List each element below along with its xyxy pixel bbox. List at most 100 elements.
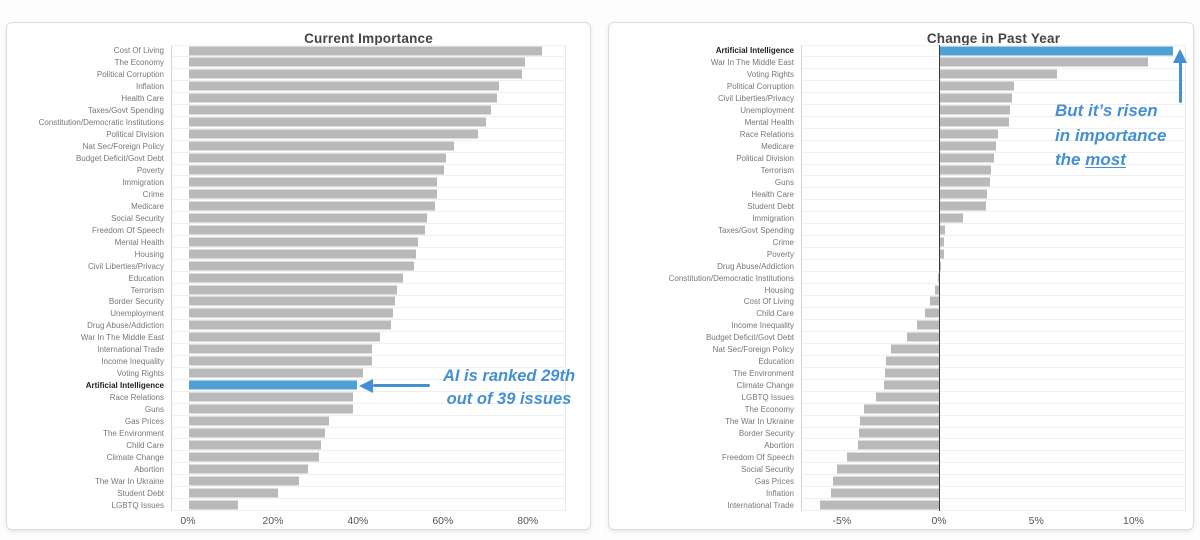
- category-label: Social Security: [741, 464, 794, 474]
- bar-row: Drug Abuse/Addiction: [7, 319, 566, 332]
- bar: [189, 81, 500, 91]
- bar-track: [801, 212, 1186, 225]
- bar: [189, 69, 523, 79]
- bar: [189, 237, 419, 247]
- bar-row: Child Care: [609, 307, 1186, 320]
- bar-row: Unemployment: [7, 307, 566, 320]
- bar-track: [801, 45, 1186, 57]
- bar-row: Political Division: [609, 152, 1186, 165]
- bar: [189, 416, 330, 426]
- bar: [189, 129, 478, 139]
- zero-axis-line: [939, 45, 941, 511]
- bar-track: [171, 248, 566, 261]
- bar-track: [801, 451, 1186, 464]
- bar-track: [171, 45, 566, 57]
- bar: [940, 237, 944, 247]
- bar-track: [171, 152, 566, 165]
- category-label: Health Care: [751, 189, 794, 199]
- category-label: Inflation: [135, 82, 164, 92]
- highlighted-bar: [940, 46, 1174, 56]
- bar: [858, 440, 941, 450]
- x-tick-label: 0%: [931, 515, 947, 527]
- category-label: Student Debt: [117, 488, 164, 498]
- bar-track: [801, 248, 1186, 261]
- bar-row: Climate Change: [7, 451, 566, 464]
- bar-track: [171, 487, 566, 500]
- bar: [940, 177, 990, 187]
- bar-track: [801, 487, 1186, 500]
- bar-row: Race Relations: [609, 128, 1186, 141]
- bar-row: Terrorism: [609, 164, 1186, 177]
- category-label: Housing: [764, 285, 794, 295]
- bar-track: [801, 367, 1186, 380]
- bar: [940, 129, 999, 139]
- bar-row: Cost Of Living: [609, 296, 1186, 308]
- category-label: Unemployment: [110, 309, 164, 319]
- bar-row: Gas Prices: [609, 475, 1186, 488]
- category-label: The Environment: [103, 428, 164, 438]
- annotation-line: AI is ranked 29th: [442, 367, 576, 385]
- bar-track: [801, 391, 1186, 404]
- category-label: Climate Change: [736, 381, 794, 391]
- category-label: International Trade: [727, 500, 794, 510]
- bar-track: [801, 403, 1186, 416]
- bar-row: Income Inequality: [609, 319, 1186, 332]
- chart-title: Change in Past Year: [926, 31, 1061, 46]
- bar-track: [801, 92, 1186, 105]
- bar-track: [801, 80, 1186, 93]
- bar: [940, 141, 997, 151]
- annotation-ai-rank: AI is ranked 29th out of 39 issues: [433, 365, 585, 411]
- bar-row: Student Debt: [7, 487, 566, 500]
- bar-track: [801, 152, 1186, 165]
- bar: [189, 153, 446, 163]
- bar: [189, 285, 398, 295]
- bar-row: Poverty: [7, 164, 566, 177]
- bar-row: Housing: [7, 248, 566, 261]
- highlighted-bar: [189, 380, 357, 390]
- bar: [940, 201, 986, 211]
- bar-track: [171, 272, 566, 285]
- bar: [940, 153, 995, 163]
- category-label: Political Division: [106, 130, 164, 140]
- category-label: Climate Change: [106, 452, 164, 462]
- category-label: Terrorism: [760, 166, 794, 175]
- bar: [925, 308, 941, 318]
- category-label: Mental Health: [114, 237, 164, 247]
- annotation-line: the most: [1055, 150, 1126, 169]
- bar-row: The Economy: [609, 403, 1186, 416]
- category-label: Constitution/Democratic Institutions: [668, 273, 794, 283]
- bar-track: [171, 403, 566, 416]
- bar-row: Taxes/Govt Spending: [609, 224, 1186, 237]
- category-label: The Economy: [114, 58, 164, 68]
- current-importance-chart-card: Current Importance Cost Of Living The Eco…: [6, 22, 591, 530]
- bar-row: Political Corruption: [609, 80, 1186, 93]
- bar-row: Border Security: [7, 296, 566, 308]
- bar-row: Race Relations: [7, 391, 566, 404]
- bar-track: [171, 439, 566, 452]
- bar-row: Mental Health: [7, 236, 566, 249]
- category-label: Civil Liberties/Privacy: [717, 94, 794, 104]
- bar-track: [171, 427, 566, 440]
- category-label: Border Security: [108, 297, 164, 307]
- bar: [189, 500, 238, 510]
- annotation-line: out of 39 issues: [446, 390, 572, 408]
- bar-row: Immigration: [7, 176, 566, 189]
- category-label: The War In Ukraine: [724, 417, 794, 427]
- category-label: Political Corruption: [726, 82, 794, 92]
- category-label: Health Care: [121, 94, 164, 104]
- bar-track: [801, 379, 1186, 392]
- bar: [859, 428, 941, 438]
- category-label: Race Relations: [109, 393, 164, 403]
- bar-row: International Trade: [7, 343, 566, 356]
- category-label: Income Inequality: [731, 321, 794, 331]
- arrow-left-icon: [359, 378, 373, 393]
- category-label: Gas Prices: [124, 417, 164, 427]
- bar-track: [801, 343, 1186, 356]
- category-label: Guns: [144, 405, 164, 415]
- bar: [819, 500, 941, 510]
- bar-row: Health Care: [609, 188, 1186, 201]
- bar-track: [171, 236, 566, 249]
- bar-row: Budget Deficit/Govt Debt: [609, 331, 1186, 344]
- category-label: Student Debt: [747, 201, 794, 211]
